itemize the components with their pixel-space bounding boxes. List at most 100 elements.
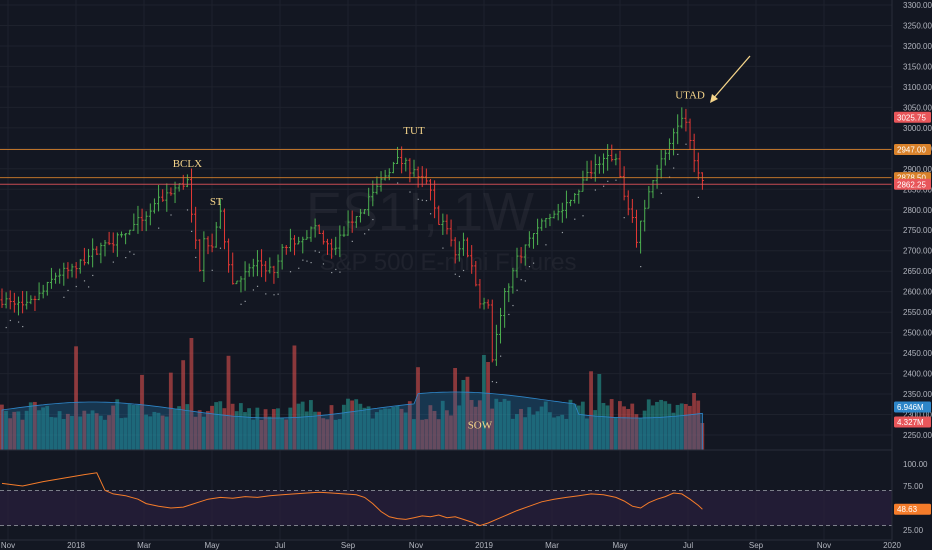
- signal-dot: [582, 215, 584, 217]
- candle: [433, 180, 437, 219]
- time-tick-label: 2018: [67, 541, 85, 550]
- volume-bar: [313, 411, 317, 450]
- volume-bar: [304, 411, 309, 450]
- candle: [210, 233, 214, 253]
- volume-bar: [247, 408, 251, 450]
- volume-bar: [432, 410, 437, 450]
- signal-dot: [314, 250, 316, 252]
- candle: [140, 208, 144, 232]
- candle: [527, 231, 531, 248]
- signal-dot: [520, 279, 522, 281]
- volume-bar: [177, 406, 181, 450]
- time-tick-label: May: [204, 541, 219, 550]
- candle: [564, 190, 568, 219]
- volume-bar: [589, 371, 593, 450]
- volume-bar: [675, 404, 680, 450]
- volume-bar: [527, 407, 532, 450]
- candle: [354, 216, 358, 228]
- volume-bar: [185, 404, 190, 450]
- signal-dot: [129, 251, 131, 253]
- signal-dot: [545, 244, 547, 246]
- signal-dot: [252, 289, 255, 291]
- volume-bar: [12, 411, 17, 450]
- time-tick-label: 2020: [883, 541, 901, 550]
- volume-bar: [119, 418, 124, 450]
- candle: [371, 180, 375, 207]
- candle: [313, 218, 317, 238]
- candle: [194, 206, 198, 250]
- volume-bar: [358, 403, 363, 450]
- time-tick-label: Sep: [749, 541, 764, 550]
- svg-text:2878.50: 2878.50: [897, 174, 926, 183]
- candle: [33, 295, 37, 311]
- candle: [412, 159, 416, 177]
- volume-bar: [646, 399, 651, 450]
- volume-bar: [597, 374, 602, 450]
- price-tick-label: 2550.00: [903, 308, 932, 317]
- volume-bar: [189, 338, 194, 450]
- volume-bar: [53, 417, 58, 450]
- candle: [58, 268, 62, 284]
- volume-bar: [585, 418, 589, 450]
- volume-bar: [259, 419, 264, 450]
- volume-bar: [296, 403, 301, 450]
- candle: [684, 108, 688, 132]
- volume-bar: [160, 415, 165, 450]
- rsi-band: [0, 490, 892, 526]
- signal-dot: [277, 293, 279, 295]
- candle: [317, 224, 321, 235]
- candle: [466, 237, 470, 258]
- signal-dot: [508, 313, 510, 316]
- candles: [0, 107, 704, 384]
- candle: [91, 238, 95, 268]
- signal-dot: [442, 247, 444, 249]
- candle: [152, 198, 156, 214]
- volume-bar: [547, 412, 552, 450]
- volume-bar: [626, 408, 631, 450]
- signal-dot: [512, 304, 514, 307]
- volume-bar: [519, 408, 523, 450]
- candle: [136, 205, 140, 234]
- signal-dot: [594, 189, 596, 191]
- annotation-st: ST: [210, 196, 223, 208]
- candle: [478, 279, 482, 309]
- level-badge: 2862.25: [894, 178, 931, 190]
- time-tick-label: Mar: [137, 541, 151, 550]
- volume-bar: [243, 412, 247, 450]
- price-tick-label: 2300.00: [903, 411, 932, 420]
- volume-bar: [461, 380, 466, 450]
- volume-bar: [564, 418, 569, 450]
- candle: [556, 203, 560, 221]
- signal-dot: [339, 271, 341, 273]
- signal-dot: [421, 199, 423, 201]
- signal-dot: [322, 263, 325, 265]
- volume-bar: [568, 399, 573, 450]
- candle: [688, 118, 692, 150]
- volume-bar: [671, 412, 676, 450]
- candle: [198, 239, 202, 272]
- price-tick-label: 2850.00: [903, 185, 932, 194]
- candle: [16, 296, 20, 316]
- volume-bar: [523, 417, 528, 450]
- volume-bar: [218, 401, 223, 450]
- candle: [21, 290, 25, 314]
- volume-bar: [82, 410, 87, 450]
- candle: [404, 157, 408, 172]
- candle: [62, 262, 66, 286]
- candle: [531, 233, 535, 249]
- candle: [560, 202, 564, 223]
- candle: [643, 199, 647, 232]
- volume-bar: [238, 403, 243, 450]
- volume-bar: [276, 408, 280, 450]
- candle: [185, 174, 189, 188]
- candle: [330, 238, 334, 259]
- volume-bar: [482, 355, 486, 450]
- volume-bar: [37, 410, 41, 450]
- candle: [552, 210, 556, 219]
- volume-bar: [444, 410, 449, 450]
- candle: [597, 156, 601, 174]
- candle: [618, 150, 622, 178]
- volume-bar: [354, 399, 359, 450]
